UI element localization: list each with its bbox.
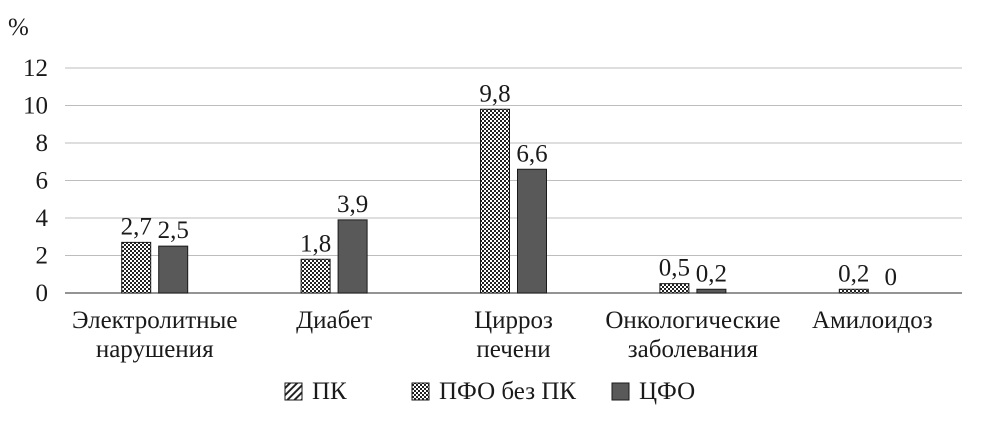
x-category-label: заболевания <box>628 336 759 363</box>
data-label: 2,7 <box>121 213 152 240</box>
bar-checker-0 <box>121 241 152 294</box>
bar-solid-1 <box>337 219 368 294</box>
bar-solid-3 <box>696 288 727 294</box>
legend-label: ПФО без ПК <box>439 378 576 405</box>
bar-solid-2 <box>517 168 547 294</box>
data-label: 1,8 <box>300 230 331 257</box>
x-category-label: Электролитные <box>72 307 238 334</box>
data-label: 0 <box>885 264 898 291</box>
x-category-label: Цирроз <box>474 307 553 334</box>
y-tick-label: 0 <box>36 280 49 307</box>
bar-checker-2 <box>480 108 510 294</box>
legend-label: ПК <box>312 378 347 405</box>
y-tick-label: 12 <box>23 55 48 82</box>
bar-checker-4 <box>838 288 869 294</box>
data-label: 6,6 <box>516 140 547 167</box>
x-category-label: Амилоидоз <box>812 307 933 334</box>
data-label: 9,8 <box>479 80 510 107</box>
bars <box>121 108 869 294</box>
legend-swatch-hatch <box>284 382 303 401</box>
y-tick-label: 8 <box>36 130 49 157</box>
x-category-label: печени <box>476 336 550 363</box>
legend-label: ЦФО <box>639 378 695 405</box>
gridlines <box>65 67 962 294</box>
y-tick-label: 10 <box>23 93 48 120</box>
x-category-label: Диабет <box>296 307 372 334</box>
data-label: 2,5 <box>158 217 189 244</box>
y-tick-label: 4 <box>36 205 49 232</box>
y-tick-label: 2 <box>36 243 49 270</box>
legend: ПК ПФО без ПК ЦФО <box>284 378 695 405</box>
legend-swatch-solid <box>611 382 630 401</box>
x-category-label: нарушения <box>96 336 214 363</box>
data-label: 3,9 <box>337 191 368 218</box>
y-axis-unit-label: % <box>8 14 29 41</box>
bar-checker-3 <box>659 283 690 294</box>
x-category-label: Онкологические <box>605 307 780 334</box>
bar-checker-1 <box>300 258 331 294</box>
y-axis-ticks: 0 2 4 6 8 10 12 <box>23 55 49 307</box>
bar-solid-0 <box>158 245 189 294</box>
data-label: 0,2 <box>696 260 727 287</box>
data-label: 0,2 <box>838 260 869 287</box>
data-labels: 2,7 2,5 1,83,99,86,60,5 0,2 0,2 0 <box>121 80 897 291</box>
legend-swatch-checker <box>411 382 430 401</box>
y-tick-label: 6 <box>36 168 49 195</box>
data-label: 0,5 <box>659 255 690 282</box>
